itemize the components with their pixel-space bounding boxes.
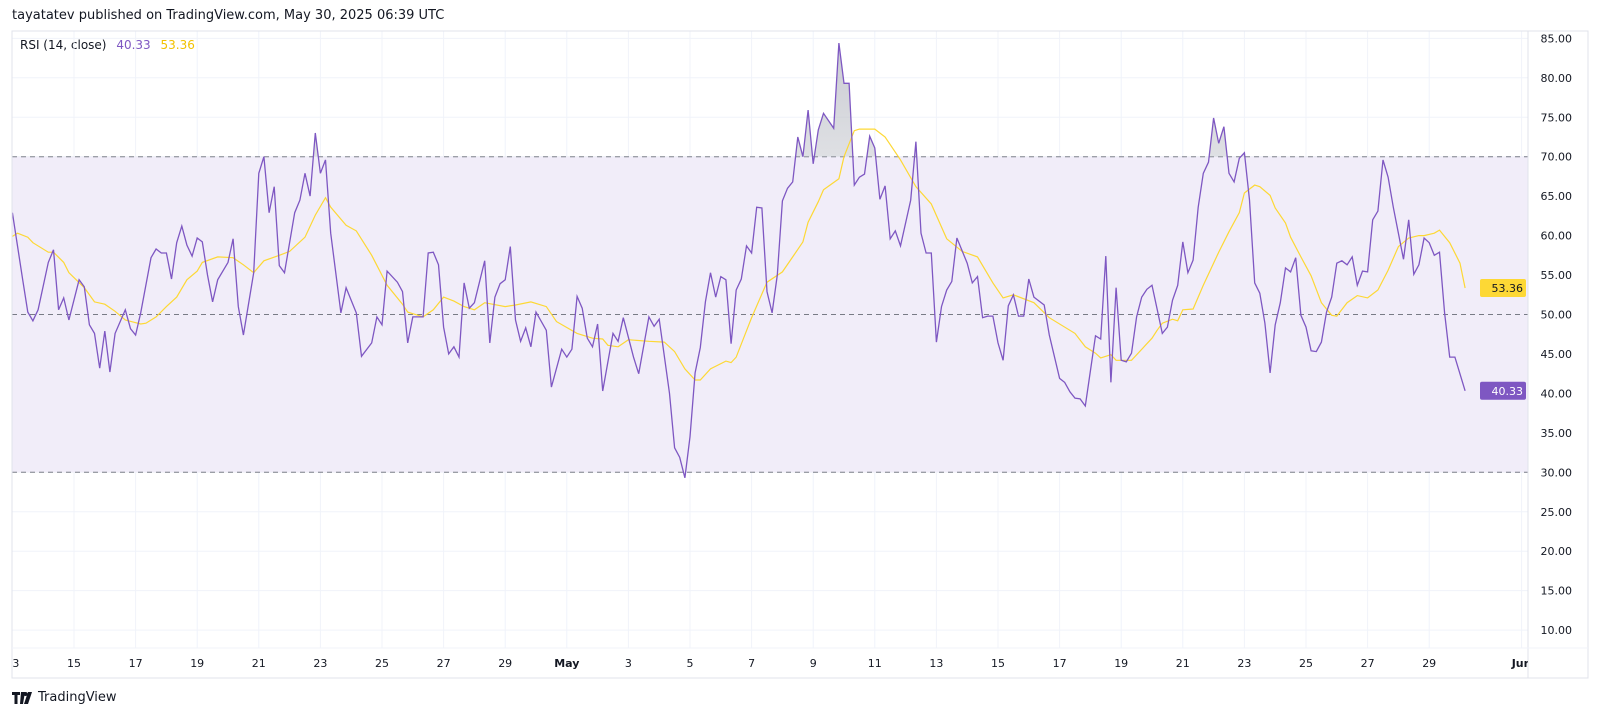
y-tick-label: 40.00 — [1541, 387, 1573, 400]
tradingview-brand[interactable]: TradingView — [12, 690, 117, 705]
rsi-last-value-badge-text: 40.33 — [1492, 385, 1524, 398]
y-tick-label: 15.00 — [1541, 585, 1573, 598]
y-tick-label: 60.00 — [1541, 230, 1573, 243]
x-tick-label: 15 — [67, 657, 81, 670]
x-tick-label: 19 — [190, 657, 204, 670]
y-tick-label: 55.00 — [1541, 269, 1573, 282]
x-tick-label: 19 — [1114, 657, 1128, 670]
rsi-legend-value: 40.33 — [116, 38, 151, 52]
indicator-legend[interactable]: RSI (14, close) 40.33 53.36 — [20, 38, 201, 52]
x-tick-label: 23 — [1237, 657, 1251, 670]
x-tick-label: 17 — [129, 657, 143, 670]
x-tick-label: 23 — [313, 657, 327, 670]
x-tick-label: 7 — [748, 657, 755, 670]
x-tick-label: 25 — [375, 657, 389, 670]
x-tick-label: 27 — [437, 657, 451, 670]
tradingview-logo-icon — [12, 691, 32, 704]
rsi-last-value-badge: 40.33 — [1480, 381, 1526, 400]
x-tick-label: 3 — [625, 657, 632, 670]
chart-frame — [11, 30, 1589, 679]
y-tick-label: 70.00 — [1541, 151, 1573, 164]
y-tick-label: 50.00 — [1541, 309, 1573, 322]
y-tick-label: 10.00 — [1541, 624, 1573, 637]
y-tick-label: 80.00 — [1541, 72, 1573, 85]
publish-attribution: tayatatev published on TradingView.com, … — [12, 8, 445, 23]
time-axis[interactable]: 13 15 17 19 21 23 25 27 29 May 3 5 7 9 11 13 15 17 19 21 23 2… — [5, 657, 1531, 670]
x-tick-label: 25 — [1299, 657, 1313, 670]
y-tick-label: 45.00 — [1541, 348, 1573, 361]
x-tick-label: Jun — [1511, 657, 1532, 670]
x-tick-label: 13 — [929, 657, 943, 670]
tradingview-brand-text: TradingView — [38, 690, 117, 705]
x-tick-label: 15 — [991, 657, 1005, 670]
y-tick-label: 65.00 — [1541, 190, 1573, 203]
y-tick-label: 75.00 — [1541, 111, 1573, 124]
price-axis[interactable]: 10.00 15.00 20.00 25.00 30.00 35.00 40.00 45.00… — [1541, 32, 1573, 637]
outer-border — [11, 30, 1589, 679]
indicator-name[interactable]: RSI (14, close) — [20, 38, 107, 52]
last-value-badges: 53.36 40.33 — [1480, 278, 1526, 400]
y-tick-label: 85.00 — [1541, 32, 1573, 45]
x-tick-label: 21 — [252, 657, 266, 670]
ma-last-value-badge-text: 53.36 — [1492, 282, 1524, 295]
x-tick-label: 21 — [1176, 657, 1190, 670]
y-tick-label: 35.00 — [1541, 427, 1573, 440]
x-tick-label: 5 — [687, 657, 694, 670]
rsi-line — [12, 43, 1466, 478]
ma-legend-value: 53.36 — [160, 38, 195, 52]
x-tick-label: 29 — [1422, 657, 1436, 670]
ma-last-value-badge: 53.36 — [1480, 278, 1526, 297]
x-tick-label: 13 — [5, 657, 19, 670]
y-tick-label: 20.00 — [1541, 545, 1573, 558]
x-tick-label: 29 — [498, 657, 512, 670]
y-tick-label: 30.00 — [1541, 466, 1573, 479]
x-tick-label: 11 — [868, 657, 882, 670]
x-tick-label: May — [554, 657, 579, 670]
y-tick-label: 25.00 — [1541, 506, 1573, 519]
x-tick-label: 17 — [1053, 657, 1067, 670]
x-tick-label: 9 — [810, 657, 817, 670]
x-tick-label: 27 — [1361, 657, 1375, 670]
